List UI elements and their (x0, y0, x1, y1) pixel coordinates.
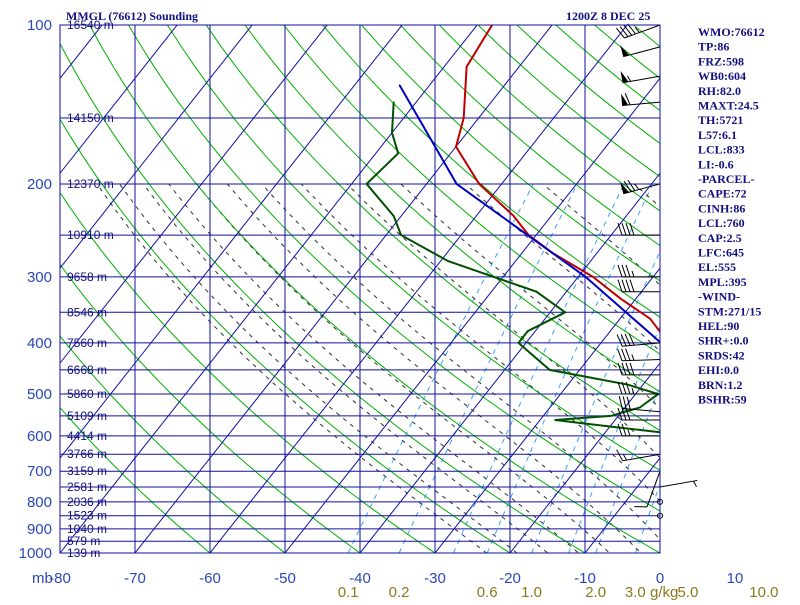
height-label: 5860 m (67, 387, 107, 401)
temperature-point (513, 215, 515, 217)
height-label: 3159 m (67, 464, 107, 478)
dewpoint-point (536, 291, 538, 293)
temperature-tick-label: -30 (424, 570, 446, 587)
stat-line: L57:6.1 (698, 128, 737, 142)
dewpoint-point (610, 415, 612, 417)
pressure-tick-label: 700 (27, 463, 52, 480)
pressure-tick-label: 900 (27, 521, 52, 538)
pressure-tick-label: 600 (27, 428, 52, 445)
pressure-tick-label: 400 (27, 335, 52, 352)
pressure-tick-label: 100 (27, 17, 52, 34)
chart-title: MMGL (76612) Sounding (66, 9, 198, 23)
stat-line: FRZ:598 (698, 54, 744, 68)
stat-line: TH:5721 (698, 113, 743, 127)
height-label: 7560 m (67, 336, 107, 350)
stat-line: SRDS:42 (698, 348, 745, 362)
temperature-tick-label: -80 (49, 570, 71, 587)
stat-line: LCL:833 (698, 143, 745, 157)
stat-line: RH:82.0 (698, 84, 741, 98)
stat-line: CAPE:72 (698, 187, 747, 201)
dewpoint-point (397, 153, 399, 155)
stat-line: WB0:604 (698, 69, 746, 83)
dewpoint-point (518, 342, 520, 344)
temperature-tick-label: -60 (199, 570, 221, 587)
height-label: 2036 m (67, 495, 107, 509)
mixing-ratio-label: 10.0 (749, 584, 778, 600)
height-label: 12370 m (67, 177, 114, 191)
parcel-point (585, 276, 587, 278)
stat-line: EHI:0.0 (698, 363, 739, 377)
temperature-tick-label: 10 (727, 570, 744, 587)
stat-line: LI:-0.6 (698, 157, 734, 171)
temperature-point (455, 146, 457, 148)
temperature-point (466, 66, 468, 68)
stat-line: TP:86 (698, 40, 729, 54)
height-label: 139 m (67, 546, 100, 560)
height-label: 2581 m (67, 480, 107, 494)
dewpoint-point (549, 369, 551, 371)
stat-line: -PARCEL- (698, 172, 754, 186)
pressure-tick-label: 500 (27, 386, 52, 403)
pressure-tick-label: 200 (27, 176, 52, 193)
stat-line: LFC:645 (698, 246, 744, 260)
height-label: 5109 m (67, 409, 107, 423)
pressure-tick-label: 800 (27, 494, 52, 511)
stat-line: EL:555 (698, 260, 736, 274)
temperature-tick-label: -70 (124, 570, 146, 587)
height-label: 14150 m (67, 111, 114, 125)
stat-line: CAP:2.5 (698, 231, 742, 245)
temperature-point (463, 117, 465, 119)
mixing-ratio-label: 5.0 (677, 584, 698, 600)
dewpoint-point (366, 183, 368, 185)
stat-line: STM:271/15 (698, 304, 761, 318)
mixing-ratio-unit: g/kg (650, 584, 678, 600)
stat-line: SHR+:0.0 (698, 334, 749, 348)
dewpoint-point (393, 215, 395, 217)
dewpoint-point (527, 330, 529, 332)
temperature-point (478, 183, 480, 185)
parcel-point (456, 183, 458, 185)
stat-line: CINH:86 (698, 201, 745, 215)
dewpoint-point (400, 234, 402, 236)
mixing-ratio-label: 0.6 (477, 584, 498, 600)
stat-line: WMO:76612 (698, 25, 765, 39)
height-label: 1523 m (67, 509, 107, 523)
dewpoint-point (447, 260, 449, 262)
pressure-tick-label: 1000 (19, 545, 52, 562)
height-label: 4414 m (67, 429, 107, 443)
temperature-point (620, 298, 622, 300)
stat-line: MPL:395 (698, 275, 747, 289)
dewpoint-point (554, 419, 556, 421)
mixing-ratio-label: 2.0 (585, 584, 606, 600)
pressure-tick-label: 300 (27, 269, 52, 286)
height-label: 9658 m (67, 270, 107, 284)
stat-line: BRN:1.2 (698, 378, 742, 392)
stat-line: BSHR:59 (698, 393, 747, 407)
chart-time: 1200Z 8 DEC 25 (566, 9, 650, 23)
temperature-tick-label: -20 (499, 570, 521, 587)
height-label: 6668 m (67, 363, 107, 377)
temperature-point (592, 276, 594, 278)
stat-line: HEL:90 (698, 319, 739, 333)
dewpoint-point (391, 132, 393, 134)
parcel-point (399, 84, 401, 86)
temperature-tick-label: -50 (274, 570, 296, 587)
temperature-point (649, 318, 651, 320)
mixing-ratio-label: 1.0 (521, 584, 542, 600)
dewpoint-point (393, 101, 395, 103)
height-label: 3766 m (67, 447, 107, 461)
height-label: 10910 m (67, 228, 114, 242)
stat-line: LCL:760 (698, 216, 745, 230)
mixing-ratio-label: 3.0 (625, 584, 646, 600)
mixing-ratio-label: 0.2 (389, 584, 410, 600)
dewpoint-point (564, 312, 566, 314)
dewpoint-point (639, 407, 641, 409)
height-label: 8546 m (67, 305, 107, 319)
stat-line: MAXT:24.5 (698, 99, 759, 113)
mixing-ratio-label: 0.1 (338, 584, 359, 600)
stat-line: -WIND- (698, 290, 740, 304)
